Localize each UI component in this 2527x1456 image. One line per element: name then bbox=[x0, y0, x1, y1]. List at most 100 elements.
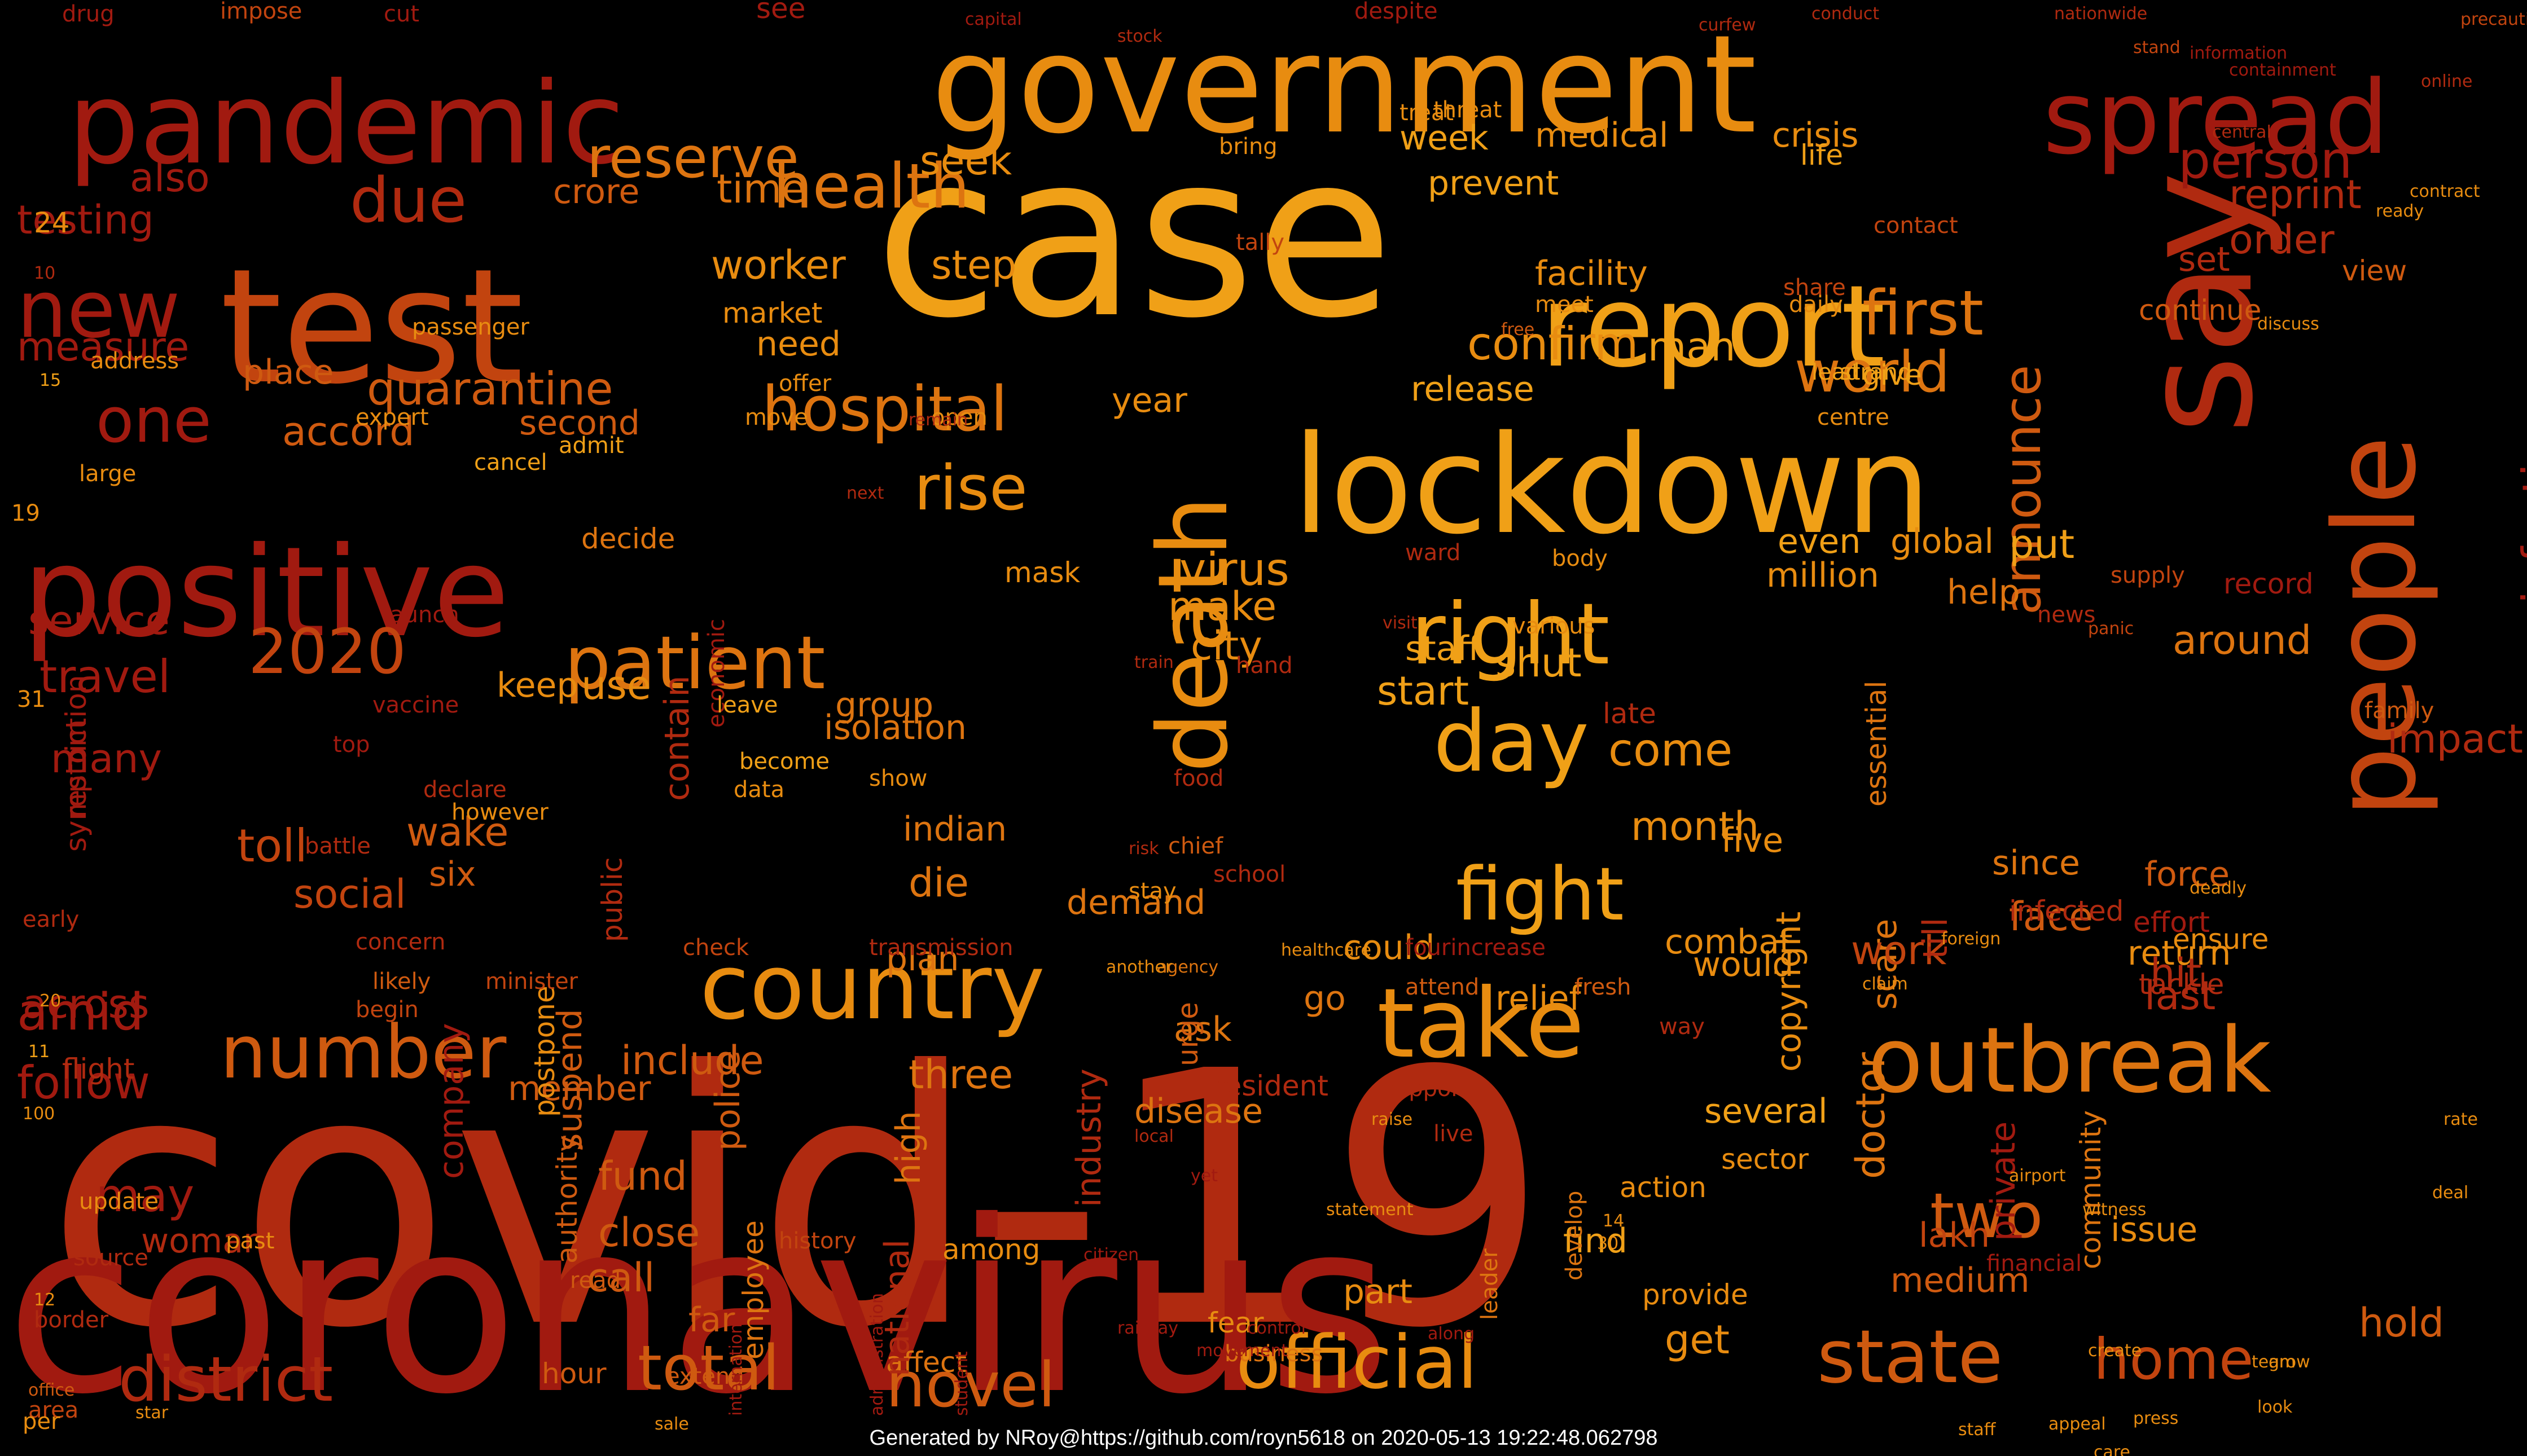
cloud-word: concern bbox=[356, 929, 446, 955]
cloud-word: treat bbox=[1399, 100, 1454, 126]
cloud-word: high bbox=[889, 1111, 928, 1185]
cloud-word: raise bbox=[1371, 1110, 1413, 1129]
cloud-word: visit bbox=[1383, 613, 1418, 633]
cloud-word: essential bbox=[1860, 680, 1893, 807]
cloud-word: news bbox=[2037, 602, 2096, 628]
cloud-word: open bbox=[931, 404, 988, 430]
cloud-word: flight bbox=[62, 1053, 135, 1085]
cloud-word: person bbox=[2178, 131, 2353, 190]
cloud-word: next bbox=[846, 483, 884, 503]
cloud-word: public bbox=[596, 857, 629, 942]
cloud-word: team bbox=[2252, 1352, 2296, 1372]
cloud-word: record bbox=[2223, 568, 2314, 600]
cloud-word: total bbox=[638, 1332, 780, 1404]
cloud-word: follow bbox=[17, 1057, 150, 1109]
cloud-word: since bbox=[1992, 843, 2080, 883]
cloud-word: support bbox=[1383, 1076, 1469, 1102]
cloud-word: outbreak bbox=[1868, 1008, 2271, 1113]
cloud-word: symptom bbox=[60, 719, 93, 852]
cloud-word: medical bbox=[1535, 116, 1669, 155]
cloud-word: panic bbox=[2088, 619, 2134, 639]
cloud-word: effort bbox=[2133, 906, 2210, 939]
cloud-word: case bbox=[875, 105, 1394, 368]
cloud-word: use bbox=[581, 662, 651, 709]
cloud-word: stand bbox=[2133, 38, 2181, 58]
cloud-word: month bbox=[1631, 803, 1760, 850]
cloud-word: step bbox=[931, 242, 1017, 288]
cloud-word: part bbox=[1343, 1272, 1413, 1312]
cloud-word: mask bbox=[1004, 556, 1081, 589]
cloud-word: risk bbox=[1129, 839, 1159, 859]
cloud-word: plan bbox=[886, 939, 959, 979]
cloud-word: accord bbox=[282, 408, 415, 455]
cloud-word: make bbox=[1168, 583, 1277, 630]
cloud-word: containment bbox=[2229, 60, 2336, 80]
cloud-word: central bbox=[2212, 122, 2271, 142]
cloud-word: crisis bbox=[1772, 116, 1859, 155]
cloud-word: 30 bbox=[1597, 1234, 1619, 1253]
cloud-word: 31 bbox=[17, 687, 46, 712]
cloud-word: school bbox=[1213, 861, 1286, 887]
cloud-word: could bbox=[1343, 928, 1435, 967]
cloud-word: student bbox=[952, 1351, 972, 1416]
cloud-word: late bbox=[1603, 697, 1656, 730]
cloud-word: hour bbox=[542, 1357, 607, 1390]
cloud-word: company bbox=[432, 1023, 471, 1179]
cloud-word: share bbox=[1783, 275, 1846, 301]
cloud-word: report bbox=[1541, 261, 1885, 393]
cloud-word: among bbox=[942, 1233, 1041, 1266]
cloud-word: novel bbox=[886, 1349, 1056, 1421]
cloud-word: many bbox=[51, 736, 162, 782]
cloud-word: financial bbox=[1986, 1251, 2082, 1277]
cloud-word: six bbox=[429, 855, 476, 894]
cloud-word: declare bbox=[423, 777, 507, 803]
cloud-word: sale bbox=[655, 1414, 689, 1434]
cloud-word: test bbox=[220, 235, 524, 419]
cloud-word: contact bbox=[1874, 213, 1958, 239]
cloud-word: border bbox=[34, 1307, 109, 1333]
cloud-word: lead bbox=[1811, 359, 1860, 385]
cloud-word: include bbox=[621, 1037, 764, 1084]
cloud-word: stock bbox=[1117, 27, 1162, 46]
cloud-word: start bbox=[1377, 668, 1469, 714]
cloud-word: country bbox=[700, 934, 1045, 1040]
cloud-word: around bbox=[2173, 617, 2312, 663]
cloud-word: authority bbox=[551, 1135, 584, 1264]
cloud-word: one bbox=[96, 384, 212, 456]
cloud-word: train bbox=[1134, 653, 1174, 672]
cloud-word: reprint bbox=[2229, 171, 2362, 218]
cloud-word: face bbox=[2009, 894, 2094, 940]
cloud-word: conduct bbox=[1811, 4, 1880, 24]
cloud-word: get bbox=[1665, 1317, 1730, 1363]
cloud-word: reserve bbox=[587, 125, 799, 191]
cloud-word: amid bbox=[17, 983, 144, 1042]
cloud-word: confirm bbox=[1467, 318, 1639, 370]
cloud-word: capital bbox=[965, 10, 1022, 29]
cloud-word: citizen bbox=[1083, 1245, 1139, 1265]
cloud-word: admit bbox=[559, 433, 624, 459]
cloud-word: member bbox=[508, 1069, 651, 1109]
cloud-word: cut bbox=[384, 1, 420, 27]
cloud-word: supply bbox=[2111, 562, 2185, 588]
cloud-word: nationwide bbox=[2054, 4, 2148, 24]
cloud-word: begin bbox=[356, 997, 419, 1023]
cloud-word: hit bbox=[2150, 950, 2202, 996]
cloud-word: doctor bbox=[1848, 1052, 1894, 1179]
cloud-word: even bbox=[1778, 522, 1861, 561]
cloud-word: 100 bbox=[23, 1104, 55, 1124]
cloud-word: leader bbox=[1477, 1248, 1503, 1320]
cloud-word: read bbox=[570, 1268, 621, 1294]
cloud-word: community bbox=[2074, 1110, 2107, 1269]
cloud-word: 19 bbox=[11, 500, 40, 526]
cloud-word: infection bbox=[2513, 407, 2527, 604]
cloud-word: go bbox=[1304, 979, 1346, 1018]
cloud-word: top bbox=[333, 732, 370, 758]
cloud-word: impose bbox=[220, 0, 302, 24]
cloud-word: remain bbox=[909, 410, 968, 430]
cloud-word: view bbox=[2342, 254, 2407, 287]
cloud-word: statement bbox=[1326, 1200, 1414, 1220]
cloud-word: market bbox=[722, 297, 823, 329]
cloud-word: fund bbox=[598, 1153, 687, 1199]
cloud-word: live bbox=[1433, 1121, 1473, 1147]
